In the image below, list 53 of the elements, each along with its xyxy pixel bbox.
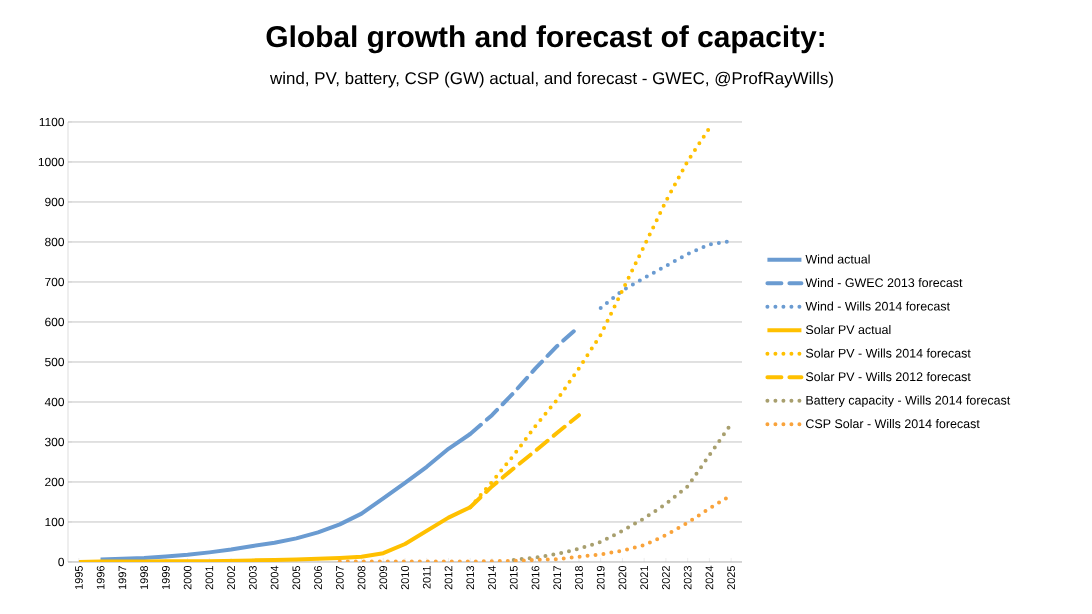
- y-tick-label: 900: [45, 197, 65, 207]
- x-tick-label: 2021: [640, 566, 649, 590]
- chart-subtitle: wind, PV, battery, CSP (GW) actual, and forecast - GWEC, @ProfRayWills): [269, 71, 833, 88]
- legend-label: Solar PV actual: [805, 324, 891, 335]
- x-tick-label: 1995: [75, 565, 83, 590]
- legend-label: Solar PV - Wills 2014 forecast: [805, 348, 971, 358]
- x-tick-label: 2005: [292, 565, 301, 590]
- x-tick-label: 2018: [575, 565, 583, 590]
- y-tick-label: 200: [45, 477, 65, 487]
- y-tick-label: 100: [45, 517, 65, 527]
- x-tick-label: 2019: [596, 566, 605, 590]
- legend-label: Solar PV - Wills 2012 forecast: [805, 371, 971, 382]
- x-tick-label: 2025: [727, 565, 736, 590]
- x-tick-label: 2016: [531, 565, 540, 590]
- x-tick-label: 2002: [227, 566, 235, 590]
- legend-label: Wind actual: [805, 254, 870, 264]
- legend-label: Wind - Wills 2014 forecast: [805, 301, 950, 311]
- x-tick-label: 2008: [357, 565, 366, 590]
- legend-label: Battery capacity - Wills 2014 forecast: [806, 395, 1011, 408]
- x-tick-label: 2014: [488, 565, 496, 590]
- x-tick-label: 1999: [161, 566, 170, 590]
- x-tick-label: 2010: [401, 565, 409, 590]
- x-tick-label: 2009: [379, 566, 388, 590]
- chart-title: Global growth and forecast of capacity:: [266, 25, 824, 54]
- x-tick-label: 2012: [444, 566, 453, 590]
- x-tick-label: 1998: [140, 565, 148, 590]
- y-tick-label: 600: [45, 317, 65, 327]
- x-tick-label: 2006: [314, 565, 322, 590]
- y-tick-label: 700: [45, 277, 65, 287]
- y-tick-label: 0: [58, 557, 65, 567]
- x-tick-label: 2011: [422, 566, 431, 589]
- legend-label: CSP Solar - Wills 2014 forecast: [806, 418, 980, 429]
- y-tick-label: 500: [45, 357, 65, 367]
- x-tick-label: 2017: [553, 566, 562, 590]
- y-tick-label: 400: [44, 397, 65, 407]
- y-tick-label: 1100: [39, 117, 65, 127]
- x-tick-label: 2000: [183, 565, 192, 590]
- x-tick-label: 2020: [618, 565, 627, 590]
- x-tick-label: 2015: [509, 565, 518, 590]
- x-tick-label: 1996: [96, 565, 105, 590]
- x-tick-label: 2007: [335, 566, 344, 590]
- x-tick-label: 2024: [705, 565, 714, 590]
- x-tick-label: 2013: [466, 565, 475, 590]
- x-tick-label: 1997: [118, 566, 127, 590]
- x-tick-label: 2022: [662, 566, 670, 590]
- legend-label: Wind - GWEC 2013 forecast: [805, 277, 963, 288]
- y-tick-label: 1000: [38, 157, 65, 167]
- x-tick-label: 2004: [270, 565, 279, 590]
- x-tick-label: 2003: [248, 565, 257, 590]
- x-tick-label: 2023: [683, 565, 692, 590]
- y-tick-label: 300: [45, 437, 65, 447]
- y-tick-label: 800: [45, 237, 65, 247]
- x-tick-label: 2001: [205, 566, 214, 590]
